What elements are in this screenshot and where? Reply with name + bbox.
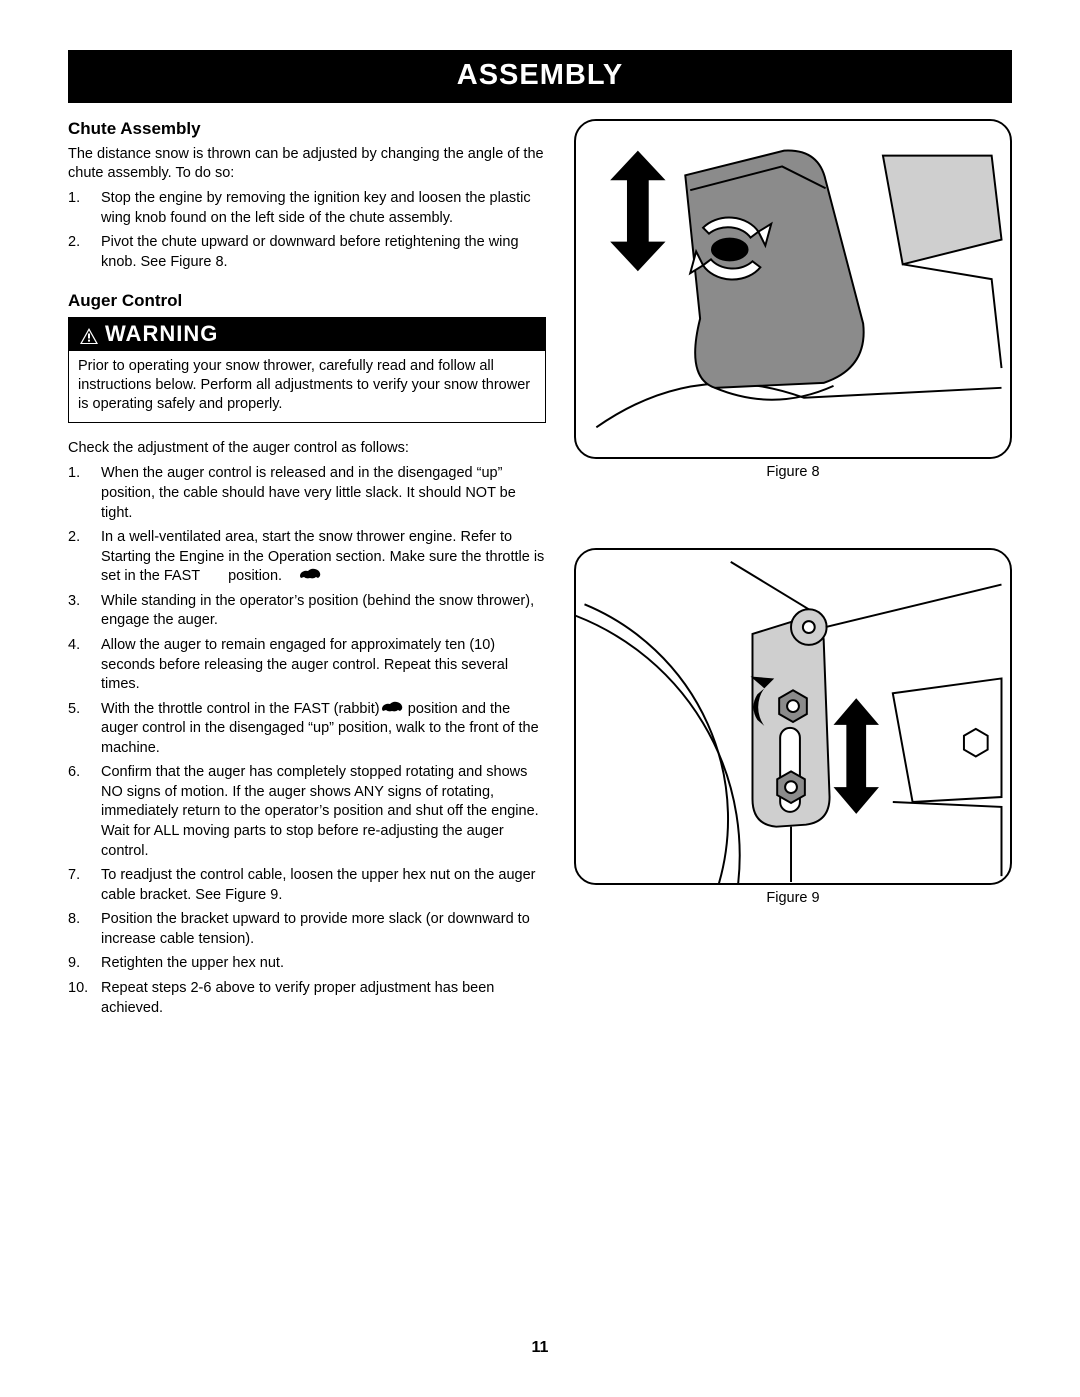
content-columns: Chute Assembly The distance snow is thro… xyxy=(68,119,1012,1023)
list-item: Position the bracket upward to provide m… xyxy=(68,910,546,949)
list-item: Allow the auger to remain engaged for ap… xyxy=(68,636,546,695)
chute-intro: The distance snow is thrown can be adjus… xyxy=(68,145,546,183)
step-text: With the throttle control in the FAST (r… xyxy=(101,701,539,756)
auger-check-intro: Check the adjustment of the auger contro… xyxy=(68,439,546,458)
list-item: Repeat steps 2-6 above to verify proper … xyxy=(68,979,546,1018)
list-item: To readjust the control cable, loosen th… xyxy=(68,866,546,905)
page-header-bar: ASSEMBLY xyxy=(68,50,1012,103)
list-item: With the throttle control in the FAST (r… xyxy=(68,700,546,759)
list-item: Stop the engine by removing the ignition… xyxy=(68,189,546,228)
step-text: In a well-ventilated area, start the sno… xyxy=(101,529,544,584)
list-item: When the auger control is released and i… xyxy=(68,464,546,523)
auger-heading: Auger Control xyxy=(68,291,546,311)
page-header-text: ASSEMBLY xyxy=(457,59,623,91)
auger-steps: When the auger control is released and i… xyxy=(68,464,546,1018)
figure-9-caption: Figure 9 xyxy=(574,890,1012,906)
list-item: Confirm that the auger has completely st… xyxy=(68,763,546,861)
figure-8-box xyxy=(574,119,1012,459)
figure-8-caption: Figure 8 xyxy=(574,464,1012,480)
warning-label: WARNING xyxy=(105,321,218,347)
left-column: Chute Assembly The distance snow is thro… xyxy=(68,119,546,1023)
list-item: Pivot the chute upward or downward befor… xyxy=(68,233,546,272)
list-item: In a well-ventilated area, start the sno… xyxy=(68,528,546,587)
right-column: Figure 8 xyxy=(574,119,1012,1023)
chute-steps: Stop the engine by removing the ignition… xyxy=(68,189,546,272)
list-item: Retighten the upper hex nut. xyxy=(68,954,546,974)
chute-heading: Chute Assembly xyxy=(68,119,546,139)
warning-body: Prior to operating your snow thrower, ca… xyxy=(69,351,545,423)
warning-header: WARNING xyxy=(69,318,545,351)
warning-triangle-icon xyxy=(79,325,99,343)
rabbit-icon xyxy=(298,566,322,581)
rabbit-icon xyxy=(380,699,404,714)
figure-9-box xyxy=(574,548,1012,885)
figure-8-illustration xyxy=(576,121,1010,457)
list-item: While standing in the operator’s positio… xyxy=(68,592,546,631)
warning-box: WARNING Prior to operating your snow thr… xyxy=(68,317,546,424)
figure-9-illustration xyxy=(576,550,1010,883)
page-number: 11 xyxy=(0,1339,1080,1357)
